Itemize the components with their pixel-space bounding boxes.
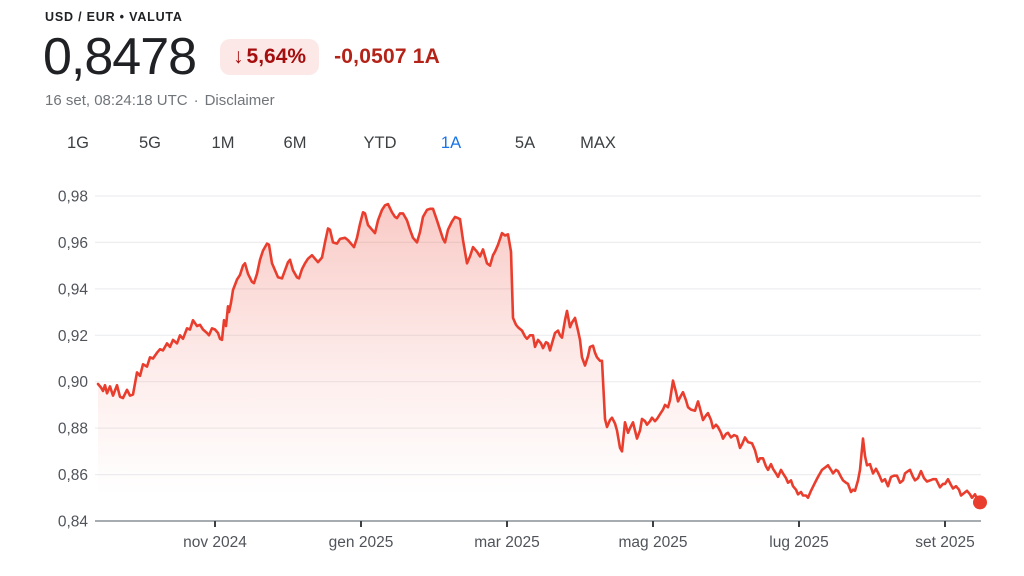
series-layer <box>96 202 987 521</box>
price-row: 0,8478 ↓ 5,64% -0,0507 1A <box>43 30 440 84</box>
tab-max[interactable]: MAX <box>572 129 624 158</box>
current-price-dot <box>973 495 987 510</box>
quote-timestamp: 16 set, 08:24:18 UTC <box>45 92 188 109</box>
x-axis-label: gen 2025 <box>329 534 394 551</box>
x-axis-label: nov 2024 <box>183 534 247 551</box>
time-range-tabs: 1G 5G 1M 6M YTD 1A 5A MAX <box>0 129 1024 161</box>
y-axis-label: 0,90 <box>58 374 89 391</box>
dot-separator: · <box>193 92 199 109</box>
timestamp-row: 16 set, 08:24:18 UTC · Disclaimer <box>45 92 275 109</box>
change-percent-badge: ↓ 5,64% <box>220 39 320 75</box>
axis-labels: 0,98 0,96 0,94 0,92 0,90 0,88 0,86 0,84 nov 2024… <box>58 189 975 552</box>
y-axis-label: 0,98 <box>58 189 88 206</box>
y-axis-label: 0,88 <box>58 421 88 438</box>
tab-1m[interactable]: 1M <box>204 129 243 158</box>
tab-6m[interactable]: 6M <box>276 129 315 158</box>
tab-5g[interactable]: 5G <box>131 129 169 158</box>
tab-1g[interactable]: 1G <box>59 129 97 158</box>
x-axis-label: lug 2025 <box>769 534 828 551</box>
y-axis-label: 0,86 <box>58 467 88 484</box>
current-price: 0,8478 <box>43 28 197 86</box>
area-fill <box>98 204 980 521</box>
x-axis-label: mar 2025 <box>474 534 539 551</box>
y-axis-label: 0,96 <box>58 235 88 252</box>
change-absolute: -0,0507 1A <box>334 45 440 68</box>
change-percent-value: 5,64% <box>246 45 307 68</box>
disclaimer-link[interactable]: Disclaimer <box>204 92 275 109</box>
tab-5a[interactable]: 5A <box>507 129 543 158</box>
y-axis-label: 0,84 <box>58 514 89 531</box>
x-axis-label: set 2025 <box>915 534 974 551</box>
instrument-label: USD / EUR • VALUTA <box>45 10 183 24</box>
y-axis-label: 0,92 <box>58 328 88 345</box>
y-axis-label: 0,94 <box>58 281 89 298</box>
tab-1a[interactable]: 1A <box>433 129 469 158</box>
down-arrow-icon: ↓ <box>233 45 244 68</box>
price-line <box>96 202 982 504</box>
x-axis-label: mag 2025 <box>619 534 688 551</box>
tab-ytd[interactable]: YTD <box>356 129 405 158</box>
